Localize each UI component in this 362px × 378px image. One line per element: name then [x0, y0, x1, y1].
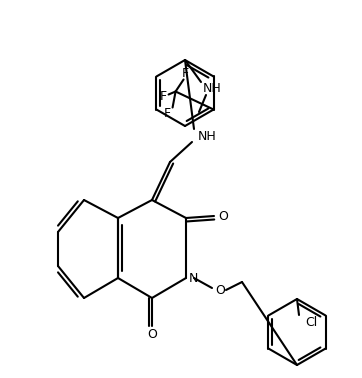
Text: O: O	[147, 328, 157, 341]
Text: F: F	[160, 90, 167, 103]
Text: F: F	[182, 67, 189, 80]
Text: O: O	[218, 209, 228, 223]
Text: NH: NH	[203, 82, 222, 94]
Text: F: F	[164, 107, 171, 120]
Text: N: N	[189, 271, 198, 285]
Text: O: O	[215, 284, 225, 296]
Text: NH: NH	[198, 130, 217, 143]
Text: Cl: Cl	[305, 316, 317, 330]
